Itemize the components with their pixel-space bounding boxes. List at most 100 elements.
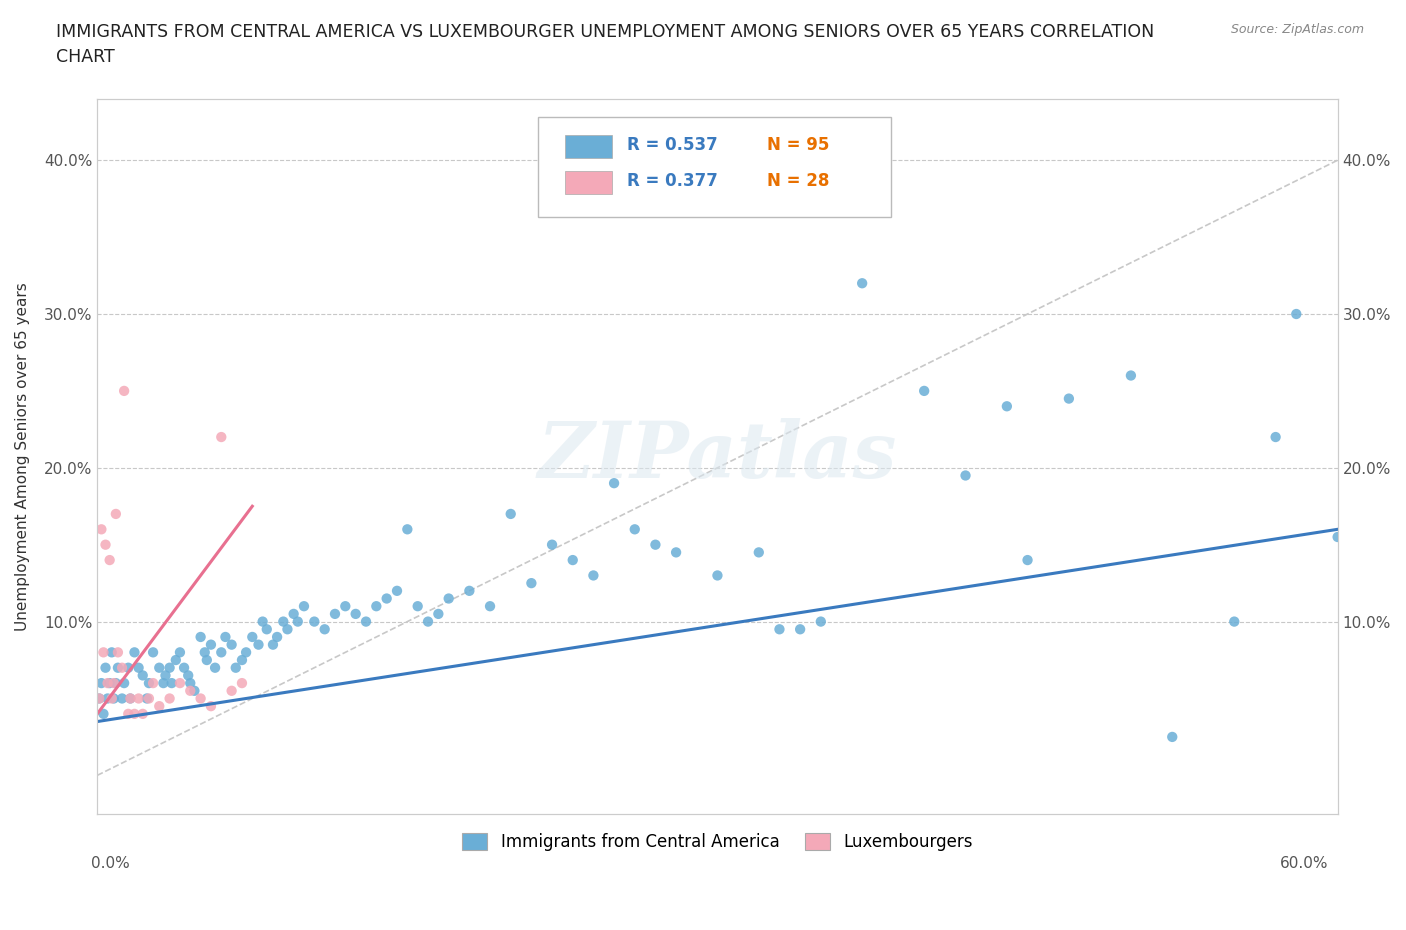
Point bbox=[314, 622, 336, 637]
Point bbox=[851, 276, 873, 291]
Point bbox=[104, 676, 127, 691]
Point bbox=[221, 684, 243, 698]
Point bbox=[159, 691, 181, 706]
Point bbox=[623, 522, 645, 537]
Point bbox=[479, 599, 502, 614]
Point bbox=[1017, 552, 1039, 567]
Point bbox=[159, 660, 181, 675]
Point bbox=[111, 691, 134, 706]
Point bbox=[94, 538, 117, 552]
Point bbox=[240, 630, 263, 644]
Point bbox=[287, 614, 309, 629]
Point bbox=[252, 614, 274, 629]
Point bbox=[262, 637, 284, 652]
Text: R = 0.377: R = 0.377 bbox=[627, 172, 718, 190]
Point bbox=[169, 676, 191, 691]
Point bbox=[427, 606, 450, 621]
Point bbox=[344, 606, 367, 621]
Point bbox=[90, 676, 112, 691]
Point bbox=[810, 614, 832, 629]
Point bbox=[209, 430, 232, 445]
Point bbox=[132, 707, 155, 722]
Point bbox=[111, 660, 134, 675]
Point bbox=[152, 676, 174, 691]
Point bbox=[100, 644, 122, 659]
Point bbox=[112, 383, 135, 398]
Point bbox=[406, 599, 429, 614]
Point bbox=[89, 691, 111, 706]
Point bbox=[104, 507, 127, 522]
Point bbox=[247, 637, 270, 652]
Point bbox=[179, 676, 201, 691]
Point bbox=[97, 676, 120, 691]
Point bbox=[283, 606, 305, 621]
Point bbox=[603, 476, 626, 491]
Point bbox=[375, 591, 398, 606]
Point bbox=[107, 644, 129, 659]
Point bbox=[256, 622, 278, 637]
Point bbox=[93, 707, 115, 722]
Point bbox=[385, 583, 408, 598]
Point bbox=[98, 552, 121, 567]
Text: N = 28: N = 28 bbox=[768, 172, 830, 190]
Point bbox=[165, 653, 187, 668]
Legend: Immigrants from Central America, Luxembourgers: Immigrants from Central America, Luxembo… bbox=[454, 824, 981, 859]
FancyBboxPatch shape bbox=[565, 171, 612, 193]
FancyBboxPatch shape bbox=[537, 116, 891, 217]
Text: CHART: CHART bbox=[56, 48, 115, 66]
Point bbox=[179, 684, 201, 698]
Point bbox=[124, 707, 146, 722]
Point bbox=[204, 660, 226, 675]
Point bbox=[100, 691, 122, 706]
Point bbox=[98, 676, 121, 691]
Point bbox=[169, 644, 191, 659]
Point bbox=[124, 644, 146, 659]
Point bbox=[221, 637, 243, 652]
Point bbox=[1326, 529, 1348, 544]
Point bbox=[200, 698, 222, 713]
Point bbox=[1119, 368, 1142, 383]
Point bbox=[194, 644, 217, 659]
Point bbox=[499, 507, 522, 522]
Point bbox=[789, 622, 811, 637]
Point bbox=[955, 468, 977, 483]
Point bbox=[520, 576, 543, 591]
Point bbox=[89, 691, 111, 706]
Point bbox=[416, 614, 439, 629]
Point bbox=[271, 614, 294, 629]
Point bbox=[190, 691, 212, 706]
Point bbox=[335, 599, 357, 614]
Point bbox=[231, 653, 253, 668]
Point bbox=[128, 691, 150, 706]
Point bbox=[148, 660, 170, 675]
Point bbox=[200, 637, 222, 652]
Point bbox=[135, 691, 157, 706]
Text: R = 0.537: R = 0.537 bbox=[627, 136, 717, 154]
Text: ZIPatlas: ZIPatlas bbox=[537, 418, 897, 495]
Point bbox=[138, 676, 160, 691]
Point bbox=[160, 676, 183, 691]
Point bbox=[1057, 392, 1080, 406]
Text: N = 95: N = 95 bbox=[768, 136, 830, 154]
FancyBboxPatch shape bbox=[565, 135, 612, 158]
Point bbox=[117, 707, 139, 722]
Point bbox=[276, 622, 298, 637]
Point bbox=[183, 684, 205, 698]
Point bbox=[292, 599, 315, 614]
Point bbox=[132, 668, 155, 683]
Point bbox=[561, 552, 583, 567]
Point bbox=[177, 668, 200, 683]
Point bbox=[304, 614, 326, 629]
Point bbox=[748, 545, 770, 560]
Point bbox=[90, 522, 112, 537]
Point bbox=[190, 630, 212, 644]
Text: Source: ZipAtlas.com: Source: ZipAtlas.com bbox=[1230, 23, 1364, 36]
Point bbox=[117, 660, 139, 675]
Point bbox=[120, 691, 142, 706]
Point bbox=[541, 538, 564, 552]
Point bbox=[582, 568, 605, 583]
Point bbox=[396, 522, 419, 537]
Point bbox=[195, 653, 218, 668]
Point bbox=[1285, 307, 1308, 322]
Point bbox=[173, 660, 195, 675]
